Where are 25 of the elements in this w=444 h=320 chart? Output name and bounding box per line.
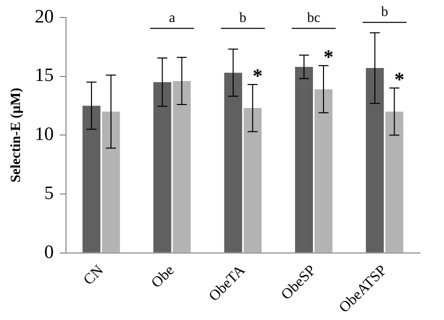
- y-tick-label: 15: [34, 65, 54, 86]
- y-tick-label: 0: [44, 242, 54, 263]
- data-label: *: [394, 69, 404, 92]
- bar: [366, 68, 384, 252]
- bar: [314, 89, 332, 252]
- bar: [224, 72, 242, 252]
- bar: [153, 82, 172, 252]
- bar: [295, 66, 313, 252]
- bar: [244, 108, 262, 252]
- annotation: b: [381, 5, 388, 20]
- y-tick-label: 5: [44, 182, 54, 204]
- annotation: bc: [307, 11, 320, 26]
- annotation: a: [168, 11, 176, 26]
- data-label: *: [323, 46, 334, 69]
- x-tick-label: CN: [80, 262, 107, 289]
- y-axis-title: Selectin-E (µM): [9, 87, 24, 183]
- bar: [102, 112, 120, 252]
- y-tick-label: 20: [34, 6, 54, 28]
- y-tick-label: 10: [34, 124, 54, 146]
- data-label: *: [252, 66, 263, 88]
- bar: [385, 112, 404, 252]
- bar: [172, 80, 191, 252]
- bar: [82, 106, 100, 252]
- annotation: b: [239, 11, 246, 26]
- x-tick-label: Obe: [148, 262, 178, 292]
